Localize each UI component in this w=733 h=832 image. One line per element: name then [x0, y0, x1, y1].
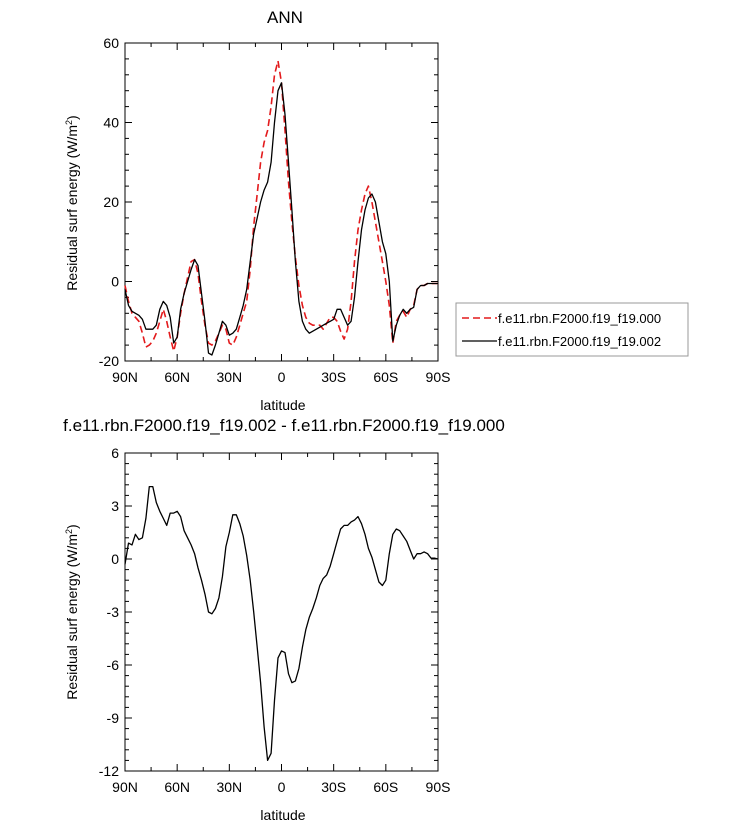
top-series-lines	[124, 60, 438, 356]
bottom-x-tick-label: 60N	[164, 779, 190, 795]
top-x-tick-label: 90N	[112, 369, 138, 385]
bottom-y-axis-title: Residual surf energy (W/m2)	[64, 524, 80, 699]
top-x-tick-label: 0	[278, 369, 286, 385]
top-y-tick-label: 60	[103, 35, 119, 51]
legend-box	[455, 302, 689, 357]
top-y-tick-label: -20	[99, 353, 119, 369]
top-x-tick-label: 30S	[321, 369, 346, 385]
bottom-axis-ticks: 90N 60N 30N 0 30S 60S 90S -12 -9 -6 -3 0 3 6	[99, 445, 451, 795]
bottom-y-tick-label: -12	[99, 763, 119, 779]
top-x-tick-label: 60S	[373, 369, 398, 385]
top-y-tick-label: 20	[103, 194, 119, 210]
top-y-tick-label: 0	[111, 274, 119, 290]
bottom-y-tick-label: -9	[107, 710, 120, 726]
top-series-line-1	[124, 82, 438, 356]
bottom-series-line-0	[124, 485, 439, 762]
bottom-x-tick-label: 90S	[426, 779, 451, 795]
top-x-tick-label: 60N	[164, 369, 190, 385]
top-x-tick-label: 90S	[426, 369, 451, 385]
bottom-x-tick-label: 30N	[216, 779, 242, 795]
top-y-tick-label: 40	[103, 115, 119, 131]
bottom-x-tick-label: 60S	[373, 779, 398, 795]
top-panel: ANN 90N 60N 30N 0 30S 60S 90S -20 0 20 40 60 latitu…	[64, 8, 450, 413]
bottom-y-tick-label: -6	[107, 657, 120, 673]
bottom-y-tick-label: -3	[107, 604, 120, 620]
bottom-panel: f.e11.rbn.F2000.f19_f19.002 - f.e11.rbn.…	[63, 416, 505, 823]
bottom-series-lines	[124, 485, 439, 762]
legend: f.e11.rbn.F2000.f19_f19.000 f.e11.rbn.F2…	[455, 302, 689, 357]
bottom-y-tick-label: 6	[111, 445, 119, 461]
top-x-axis-title: latitude	[260, 397, 305, 413]
bottom-y-tick-label: 3	[111, 498, 119, 514]
bottom-x-tick-label: 30S	[321, 779, 346, 795]
top-axis-ticks: 90N 60N 30N 0 30S 60S 90S -20 0 20 40 60	[99, 35, 451, 385]
top-x-tick-label: 30N	[216, 369, 242, 385]
top-chart-title: ANN	[267, 8, 303, 27]
bottom-x-tick-label: 0	[278, 779, 286, 795]
bottom-y-tick-label: 0	[111, 551, 119, 567]
legend-label-series-002: f.e11.rbn.F2000.f19_f19.002	[498, 334, 661, 349]
bottom-x-axis-title: latitude	[260, 807, 305, 823]
legend-label-series-000: f.e11.rbn.F2000.f19_f19.000	[498, 311, 661, 326]
bottom-chart-title: f.e11.rbn.F2000.f19_f19.002 - f.e11.rbn.…	[63, 416, 505, 435]
bottom-x-tick-label: 90N	[112, 779, 138, 795]
top-y-axis-title: Residual surf energy (W/m2)	[64, 115, 80, 290]
bottom-plot-frame	[124, 452, 439, 772]
